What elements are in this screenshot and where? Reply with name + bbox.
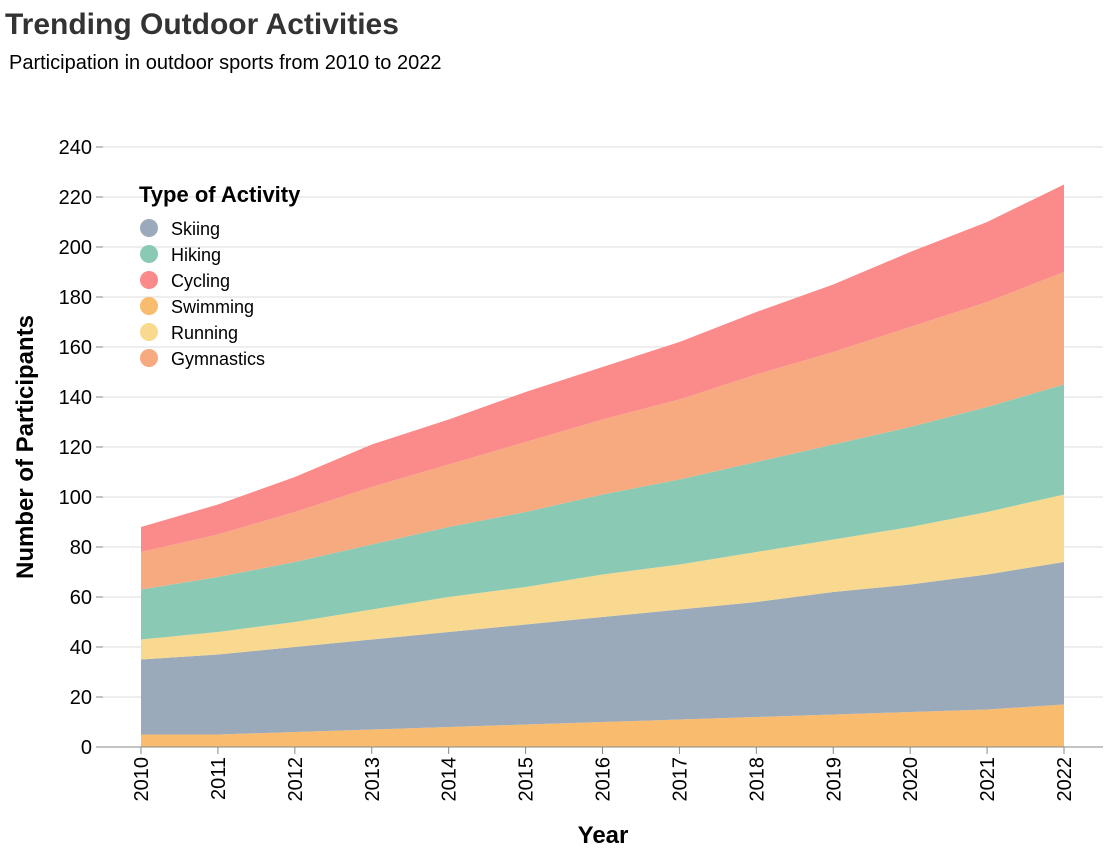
y-tick-label: 140 — [59, 387, 92, 409]
legend-title: Type of Activity — [139, 182, 301, 207]
x-tick-label: 2015 — [516, 757, 538, 802]
legend-label-running: Running — [171, 323, 238, 343]
legend: Type of Activity Skiing Hiking Cycling Swim… — [139, 182, 301, 369]
area-swimming — [141, 704, 1064, 747]
x-tick-label: 2020 — [900, 757, 922, 802]
y-tick-label: 40 — [70, 637, 92, 659]
y-axis-title: Number of Participants — [12, 315, 39, 579]
x-tick-label: 2012 — [285, 757, 307, 802]
x-tick-label: 2016 — [593, 757, 615, 802]
x-tick-label: 2017 — [669, 757, 691, 802]
area-cycling — [141, 184, 1064, 552]
legend-items: Skiing Hiking Cycling Swimming Running Gymnas… — [140, 219, 265, 369]
x-tick-label: 2013 — [362, 757, 384, 802]
area-gymnastics — [141, 272, 1064, 590]
legend-label-skiing: Skiing — [171, 219, 220, 239]
y-tick-label: 160 — [59, 337, 92, 359]
legend-swatch-swimming — [140, 297, 158, 315]
y-tick-label: 200 — [59, 237, 92, 259]
legend-label-swimming: Swimming — [171, 297, 254, 317]
y-tick-label: 100 — [59, 487, 92, 509]
y-tick-label: 220 — [59, 187, 92, 209]
legend-swatch-hiking — [140, 245, 158, 263]
y-tick-label: 0 — [81, 737, 92, 759]
y-tick-label: 60 — [70, 587, 92, 609]
area-running — [141, 494, 1064, 660]
y-tick-label: 240 — [59, 137, 92, 159]
y-tick-label: 80 — [70, 537, 92, 559]
x-tick-label: 2018 — [746, 757, 768, 802]
x-tick-label: 2022 — [1054, 757, 1076, 802]
legend-label-cycling: Cycling — [171, 271, 230, 291]
x-tick-label: 2021 — [977, 757, 999, 802]
legend-swatch-running — [140, 323, 158, 341]
x-tick-label: 2011 — [208, 757, 230, 800]
legend-label-gymnastics: Gymnastics — [171, 349, 265, 369]
legend-swatch-skiing — [140, 219, 158, 237]
y-tick-label: 120 — [59, 437, 92, 459]
area-layer — [141, 184, 1064, 747]
y-tick-label: 180 — [59, 287, 92, 309]
legend-swatch-cycling — [140, 271, 158, 289]
legend-swatch-gymnastics — [140, 349, 158, 367]
chart-subtitle: Participation in outdoor sports from 201… — [9, 52, 441, 74]
area-skiing — [141, 562, 1064, 735]
x-tick-label: 2010 — [131, 757, 153, 802]
axis-layer: 0 20 40 60 80 100 120 140 160 180 200 220 240 2010 201… — [59, 137, 1103, 802]
x-axis-title: Year — [578, 822, 629, 849]
x-tick-label: 2019 — [823, 757, 845, 802]
y-tick-label: 20 — [70, 687, 92, 709]
chart-title: Trending Outdoor Activities — [5, 8, 399, 41]
legend-label-hiking: Hiking — [171, 245, 221, 265]
x-tick-label: 2014 — [439, 757, 461, 802]
area-hiking — [141, 384, 1064, 640]
